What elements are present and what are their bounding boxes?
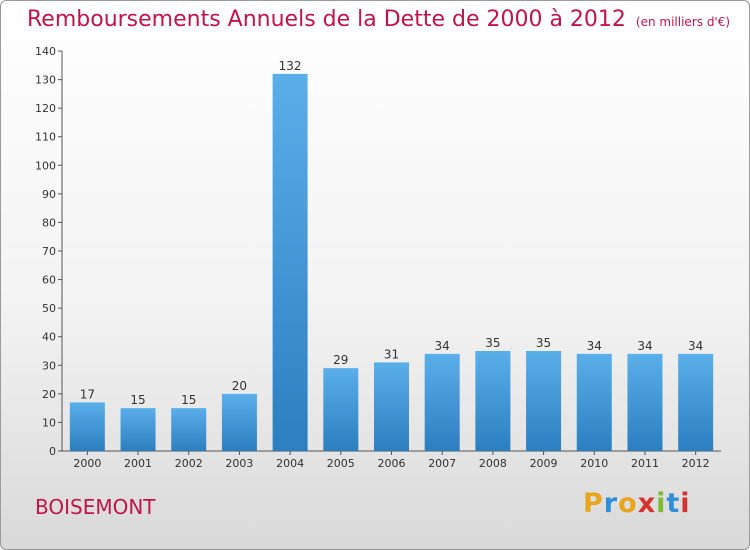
bar: [374, 362, 409, 451]
chart-axes: 0 10 20 30 40 50 60 70 80 90 100 110 120 130 140 2000 20…: [35, 45, 721, 470]
x-tick-label: 2001: [124, 457, 152, 470]
logo-letter: P: [583, 488, 604, 519]
bar: [576, 353, 612, 451]
bar: [272, 73, 308, 451]
bar-value-label: 15: [181, 393, 196, 407]
y-tick-label: 80: [42, 216, 56, 229]
y-tick-label: 70: [42, 245, 56, 258]
x-tick-label: 2003: [225, 457, 253, 470]
bar-value-label: 34: [688, 339, 703, 353]
bar-value-label: 29: [333, 353, 348, 367]
x-tick-label: 2012: [682, 457, 710, 470]
chart-title-text: Remboursements Annuels de la Dette de 20…: [27, 7, 626, 32]
logo-letter: t: [666, 488, 681, 519]
x-tick-label: 2006: [378, 457, 406, 470]
logo-letter: x: [637, 488, 657, 519]
bar-value-label: 34: [435, 339, 450, 353]
bar-value-label: 17: [80, 387, 95, 401]
town-name: BOISEMONT: [35, 495, 156, 519]
bar-value-label: 15: [130, 393, 145, 407]
proxiti-logo: Proxiti: [583, 488, 691, 519]
bar-value-label: 35: [536, 336, 551, 350]
x-tick-label: 2007: [428, 457, 456, 470]
y-tick-label: 10: [42, 416, 56, 429]
y-tick-label: 140: [35, 45, 56, 58]
y-tick-label: 120: [35, 102, 56, 115]
x-tick-label: 2000: [73, 457, 101, 470]
x-tick-label: 2011: [631, 457, 659, 470]
x-tick-label: 2008: [479, 457, 507, 470]
bar-value-label: 20: [232, 379, 247, 393]
x-tick-label: 2002: [175, 457, 203, 470]
chart-subtitle: (en milliers d'€): [635, 15, 731, 29]
chart-title: Remboursements Annuels de la Dette de 20…: [27, 7, 730, 32]
x-tick-label: 2004: [276, 457, 304, 470]
bar: [424, 353, 460, 451]
logo-letter: r: [603, 488, 619, 519]
y-tick-label: 100: [35, 159, 56, 172]
bar: [120, 408, 156, 451]
bar: [526, 351, 562, 451]
logo-letter: o: [618, 488, 638, 519]
y-tick-label: 110: [35, 131, 56, 144]
bar: [678, 353, 714, 451]
y-tick-label: 130: [35, 74, 56, 87]
x-tick-label: 2010: [580, 457, 608, 470]
bar: [475, 351, 511, 451]
logo-letter: i: [656, 488, 667, 519]
bar: [171, 408, 207, 451]
bar: [221, 393, 257, 451]
y-tick-label: 30: [42, 359, 56, 372]
logo-letter: i: [680, 488, 691, 519]
bar: [69, 402, 105, 451]
bar: [627, 353, 663, 451]
bar-value-label: 35: [485, 336, 500, 350]
bar-value-label: 34: [587, 339, 602, 353]
y-tick-label: 40: [42, 331, 56, 344]
y-tick-label: 60: [42, 274, 56, 287]
y-tick-label: 50: [42, 302, 56, 315]
x-tick-label: 2009: [530, 457, 558, 470]
bar-value-label: 31: [384, 347, 399, 361]
x-tick-label: 2005: [327, 457, 355, 470]
chart-bars: 17 15 15 20 132 29 31 34 35 35 34 34 34: [69, 59, 714, 451]
y-tick-label: 0: [49, 445, 56, 458]
bar-value-label: 132: [279, 59, 302, 73]
y-tick-label: 20: [42, 388, 56, 401]
bar-value-label: 34: [637, 339, 652, 353]
y-tick-label: 90: [42, 188, 56, 201]
bar: [323, 368, 359, 451]
